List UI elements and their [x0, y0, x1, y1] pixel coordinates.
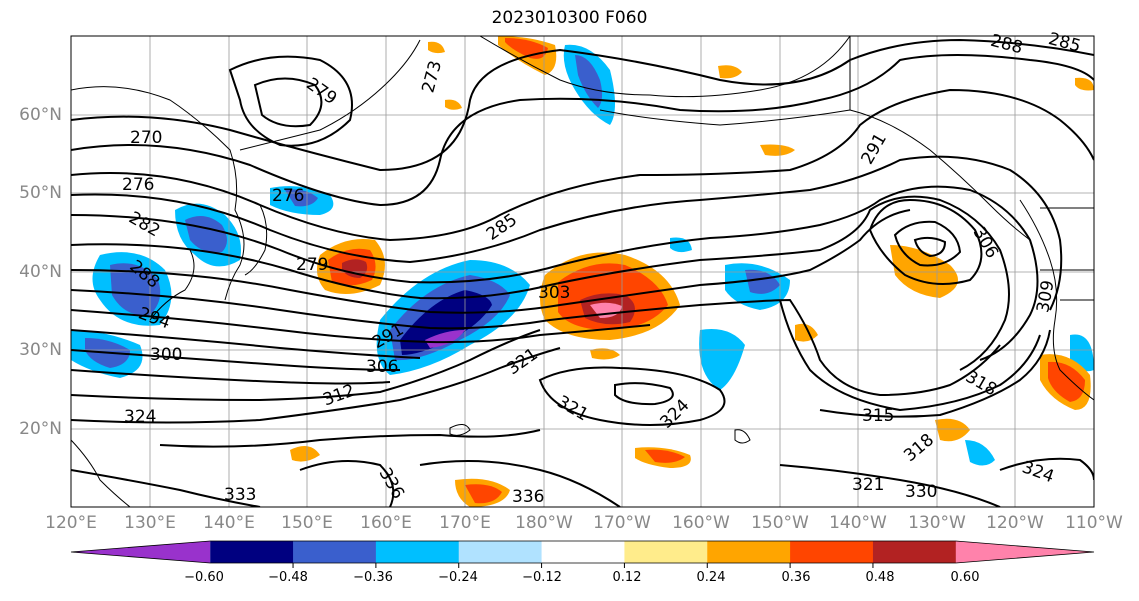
- lon-label: 150°E: [281, 513, 333, 533]
- lon-label: 170°E: [439, 513, 491, 533]
- colorbar-tick-label: −0.36: [353, 570, 393, 585]
- lon-label: 130°W: [908, 513, 966, 533]
- contour-label: 321: [852, 475, 884, 495]
- colorbar-tick-label: 0.24: [696, 570, 726, 585]
- lon-label: 120°E: [45, 513, 97, 533]
- colorbar-tick-label: 0.48: [865, 570, 895, 585]
- contour-label: 330: [905, 482, 937, 502]
- colorbar-tick-label: 0.60: [950, 570, 980, 585]
- lon-label: 120°W: [986, 513, 1044, 533]
- colorbar-segment: [624, 541, 708, 563]
- height-contours: [71, 38, 1094, 507]
- lat-label: 20°N: [19, 419, 62, 439]
- contour-label: 324: [124, 407, 156, 427]
- colorbar-tick-label: −0.48: [268, 570, 308, 585]
- colorbar: [70, 540, 1095, 568]
- colorbar-segment: [71, 541, 211, 563]
- lon-label: 130°E: [124, 513, 176, 533]
- lon-label: 180°W: [515, 513, 573, 533]
- contour-label: 270: [130, 128, 162, 148]
- coastlines: [71, 36, 1094, 507]
- colorbar-segment: [707, 541, 791, 563]
- colorbar-segment: [375, 541, 460, 563]
- lon-label: 160°W: [672, 513, 730, 533]
- contour-label: 300: [150, 345, 182, 365]
- colorbar-segment: [955, 541, 1094, 563]
- colorbar-segment: [458, 541, 543, 563]
- colorbar-segment: [790, 541, 874, 563]
- colorbar-segment: [293, 541, 377, 563]
- lat-label: 40°N: [19, 262, 62, 282]
- contour-label: 303: [538, 283, 570, 303]
- colorbar-outline: [70, 540, 1095, 564]
- contour-label: 315: [862, 406, 894, 426]
- lon-label: 170°W: [593, 513, 651, 533]
- colorbar-segment: [541, 541, 625, 563]
- lon-label: 150°W: [751, 513, 809, 533]
- map-title: 2023010300 F060: [491, 8, 648, 28]
- contour-label: 276: [272, 186, 304, 206]
- lon-label: 160°E: [360, 513, 412, 533]
- contour-label: 306: [366, 357, 398, 377]
- contour-label: 276: [122, 175, 154, 195]
- colorbar-tick-label: −0.12: [522, 570, 562, 585]
- lat-label: 60°N: [19, 105, 62, 125]
- contour-label: 279: [296, 255, 328, 275]
- lon-label: 140°W: [829, 513, 887, 533]
- colorbar-segment: [872, 541, 957, 563]
- contour-label: 333: [224, 485, 256, 505]
- colorbar-tick-label: 0.12: [612, 570, 642, 585]
- colorbar-tick-label: −0.24: [438, 570, 478, 585]
- contour-label: 336: [512, 487, 544, 507]
- lat-label: 30°N: [19, 340, 62, 360]
- colorbar-tick-label: −0.60: [184, 570, 224, 585]
- lat-lon-grid: [71, 36, 1094, 507]
- lon-label: 140°E: [203, 513, 255, 533]
- colorbar-segment: [210, 541, 294, 563]
- colorbar-tick-label: 0.36: [781, 570, 811, 585]
- lat-label: 50°N: [19, 183, 62, 203]
- lon-label: 110°W: [1065, 513, 1123, 533]
